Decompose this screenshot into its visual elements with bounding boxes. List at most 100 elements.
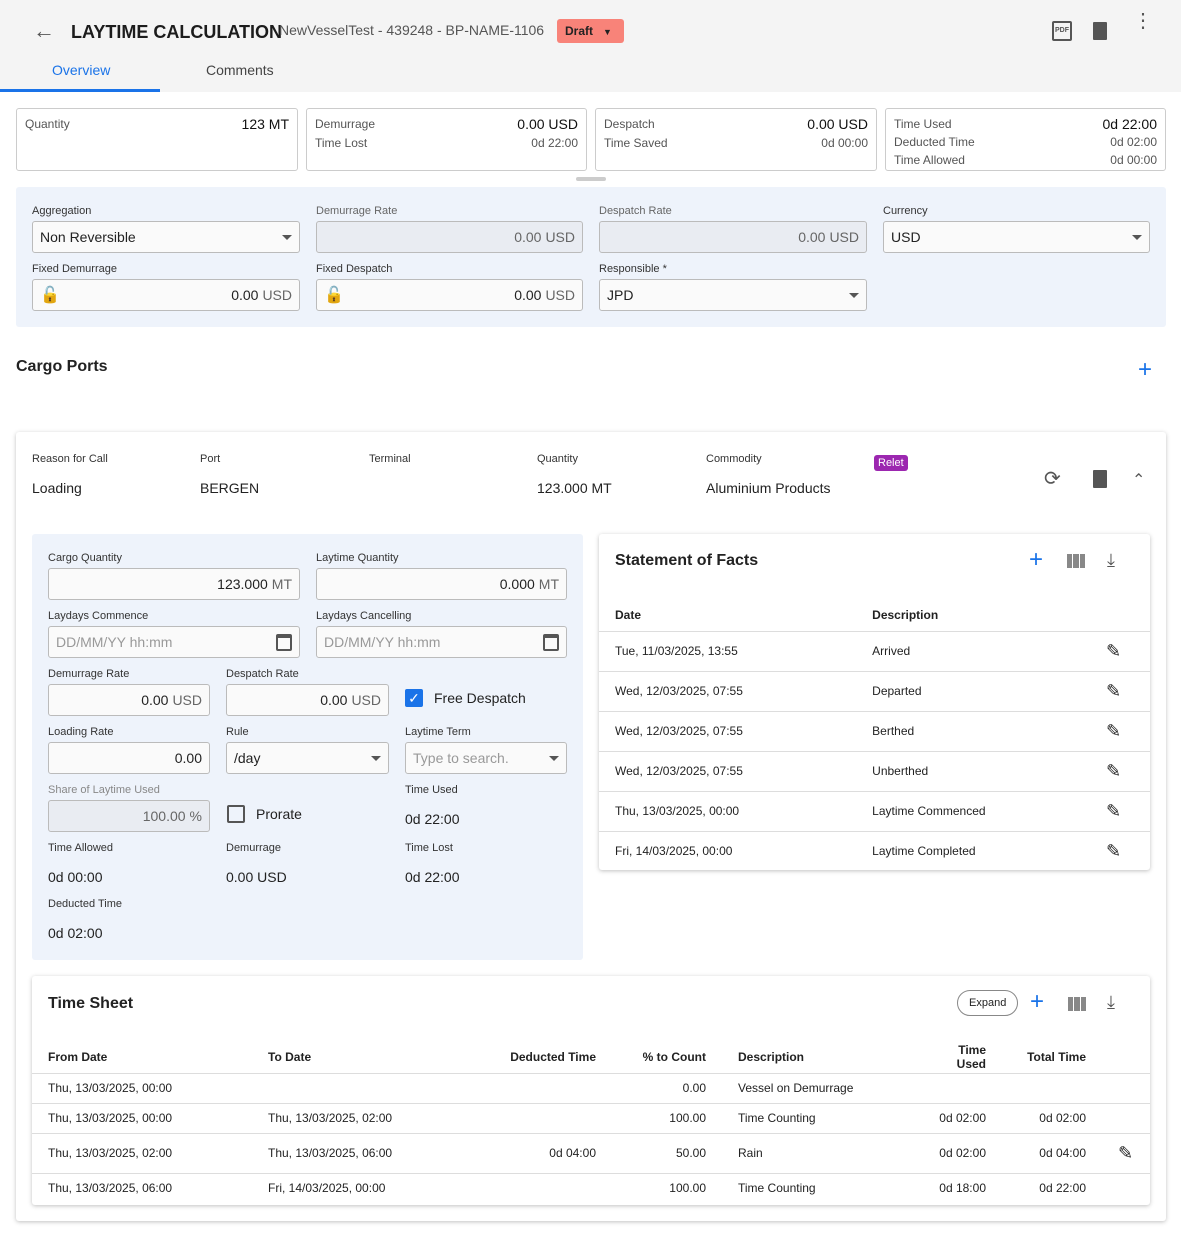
despatch-rate-label: Despatch Rate [599, 205, 672, 217]
status-dropdown[interactable]: Draft ▼ [557, 19, 624, 43]
edit-icon[interactable]: ✎ [1090, 670, 1150, 711]
column-header[interactable]: Total Time [1027, 1050, 1086, 1065]
responsible-select[interactable]: JPD [599, 279, 867, 311]
quantity-value: 123.000 MT [537, 480, 612, 496]
edit-icon[interactable]: ✎ [1090, 790, 1150, 831]
fixed-demurrage-field[interactable]: 🔓 0.00 USD [32, 279, 300, 311]
sof-description: Laytime Commenced [856, 790, 1090, 831]
caret-down-icon: ▼ [603, 27, 612, 37]
column-header[interactable]: From Date [48, 1050, 108, 1065]
timesheet-cell [252, 1072, 472, 1103]
add-port-icon[interactable]: + [1138, 356, 1153, 383]
back-arrow-icon[interactable]: ← [33, 18, 55, 43]
more-vert-icon[interactable]: ⋮ [1133, 10, 1153, 32]
download-icon[interactable]: ⤓ [1107, 992, 1115, 1012]
aggregation-select[interactable]: Non Reversible [32, 221, 300, 253]
sof-card: Statement of Facts + ⤓ Date Description T… [599, 534, 1150, 871]
timesheet-cell: Thu, 13/03/2025, 00:00 [32, 1072, 252, 1103]
loading-rate-input[interactable]: 0.00 [48, 742, 210, 774]
edit-icon[interactable]: ✎ [1090, 830, 1150, 871]
responsible-label: Responsible * [599, 263, 667, 275]
edit-icon[interactable]: ✎ [1090, 750, 1150, 791]
cargo-quantity-input[interactable]: 123.000 MT [48, 568, 300, 600]
sof-row: Wed, 12/03/2025, 07:55 Unberthed ✎ [599, 750, 1150, 791]
edit-icon[interactable]: ✎ [1102, 1132, 1150, 1173]
calendar-icon[interactable] [543, 633, 559, 651]
relet-badge: Relet [874, 455, 908, 471]
timesheet-cell: 50.00 [612, 1132, 722, 1173]
sof-row: Thu, 13/03/2025, 00:00 Laytime Commenced ✎ [599, 790, 1150, 831]
timesheet-cell: Thu, 13/03/2025, 02:00 [252, 1102, 472, 1133]
timesheet-cell: Fri, 14/03/2025, 00:00 [252, 1172, 472, 1203]
timesheet-cell: Thu, 13/03/2025, 06:00 [32, 1172, 252, 1203]
port-label: Port [200, 453, 221, 465]
laydays-cancelling-input[interactable]: DD/MM/YY hh:mm [316, 626, 567, 658]
timesheet-cell: 0d 18:00 [912, 1172, 1002, 1203]
rule-select[interactable]: /day [226, 742, 389, 774]
timesheet-cell: 0d 02:00 [1002, 1102, 1102, 1133]
currency-select[interactable]: USD [883, 221, 1150, 253]
cargo-quantity-label: Cargo Quantity [48, 552, 122, 564]
column-header[interactable]: Description [738, 1050, 805, 1065]
sof-row: Wed, 12/03/2025, 07:55 Departed ✎ [599, 670, 1150, 711]
column-header[interactable]: Deducted Time [510, 1050, 596, 1065]
caret-down-icon [282, 234, 292, 240]
time-used-label: Time Used [405, 784, 458, 796]
laydays-cancelling-label: Laydays Cancelling [316, 610, 412, 622]
column-header[interactable]: % to Count [642, 1050, 706, 1065]
laydays-commence-input[interactable]: DD/MM/YY hh:mm [48, 626, 300, 658]
timesheet-cell: 0.00 [612, 1072, 722, 1103]
despatch-rate-field: 0.00 USD [599, 221, 867, 253]
timesheet-cell: 0d 02:00 [912, 1132, 1002, 1173]
add-icon[interactable]: + [1030, 988, 1045, 1015]
calendar-icon[interactable] [276, 633, 292, 651]
deducted-time-value: 0d 02:00 [48, 925, 103, 941]
caret-down-icon [849, 292, 859, 298]
demurrage-rate-field: 0.00 USD [316, 221, 583, 253]
chevron-up-icon[interactable]: ⌃ [1132, 472, 1146, 489]
timesheet-cell: Time Counting [722, 1172, 912, 1203]
fixed-despatch-field[interactable]: 🔓 0.00 USD [316, 279, 583, 311]
lock-open-icon[interactable]: 🔓 [40, 287, 60, 304]
despatch-rate-input[interactable]: 0.00 USD [226, 684, 389, 716]
time-allowed-label: Time Allowed [48, 842, 114, 854]
column-date: Date [615, 608, 642, 623]
reason-label: Reason for Call [32, 453, 108, 465]
delete-icon[interactable] [1093, 22, 1107, 40]
free-despatch-label: Free Despatch [434, 690, 526, 706]
timesheet-cell [472, 1072, 612, 1103]
pdf-icon[interactable]: PDF [1052, 21, 1072, 41]
column-header[interactable]: To Date [268, 1050, 312, 1065]
resize-handle[interactable] [576, 177, 606, 181]
download-icon[interactable]: ⤓ [1107, 550, 1115, 570]
demurrage-rate-input[interactable]: 0.00 USD [48, 684, 210, 716]
page-subtitle: NewVesselTest - 439248 - BP-NAME-1106 [279, 22, 545, 38]
edit-icon[interactable]: ✎ [1090, 710, 1150, 751]
add-icon[interactable]: + [1029, 546, 1044, 573]
column-header[interactable]: Time Used [956, 1043, 986, 1072]
tab-comments[interactable]: Comments [206, 62, 274, 78]
edit-icon[interactable]: ✎ [1090, 630, 1150, 671]
fixed-demurrage-label: Fixed Demurrage [32, 263, 117, 275]
share-label: Share of Laytime Used [48, 784, 160, 796]
columns-icon[interactable] [1067, 554, 1085, 568]
tab-overview[interactable]: Overview [52, 62, 111, 78]
delete-icon[interactable] [1093, 470, 1107, 488]
expand-button[interactable]: Expand [957, 990, 1019, 1016]
laydays-commence-label: Laydays Commence [48, 610, 149, 622]
time-allowed-value: 0d 00:00 [48, 869, 103, 885]
sof-description: Departed [856, 670, 1090, 711]
laytime-term-select[interactable]: Type to search. [405, 742, 567, 774]
timesheet-cell: 100.00 [612, 1172, 722, 1203]
sof-row: Tue, 11/03/2025, 13:55 Arrived ✎ [599, 630, 1150, 671]
lock-open-icon[interactable]: 🔓 [324, 287, 344, 304]
active-tab-indicator [0, 89, 160, 92]
prorate-checkbox[interactable] [227, 805, 245, 823]
laytime-quantity-input[interactable]: 0.000 MT [316, 568, 567, 600]
sync-icon[interactable]: ⟳ [1044, 468, 1061, 490]
timesheet-title: Time Sheet [48, 995, 134, 1012]
page-title: LAYTIME CALCULATION [71, 22, 282, 42]
free-despatch-checkbox[interactable]: ✓ [405, 689, 423, 707]
timesheet-cell: 0d 22:00 [1002, 1172, 1102, 1203]
columns-icon[interactable] [1068, 997, 1086, 1011]
